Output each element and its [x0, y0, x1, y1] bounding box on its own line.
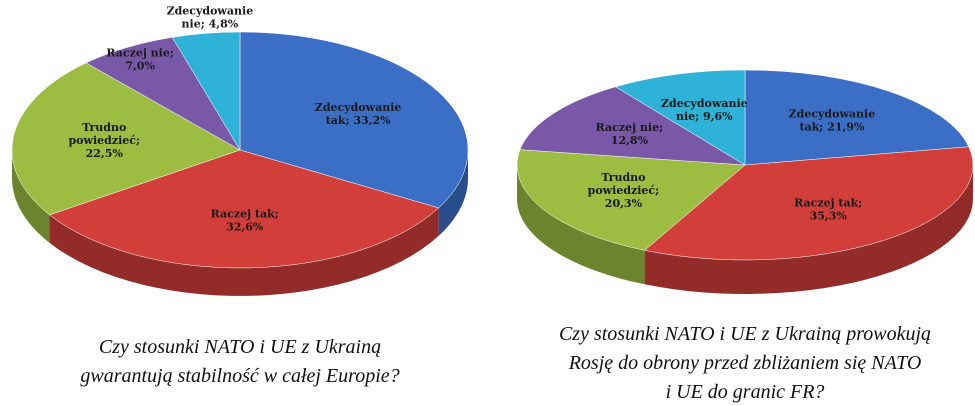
pie-chart: Zdecydowanie tak; 33,2% Raczej tak; 32,6% Tr… — [11, 4, 469, 387]
data-label: Zdecydowanie nie; 9,6% — [661, 97, 748, 123]
pie-slice — [519, 86, 746, 166]
pie-slice — [614, 69, 746, 166]
pie-side — [644, 165, 973, 294]
data-label: Trudno powiedzieć; 22,5% — [68, 121, 140, 160]
pie-slice — [11, 62, 241, 216]
data-label: Zdecydowanie tak; 21,9% — [789, 107, 876, 133]
pie-slice — [239, 31, 469, 209]
chart-title: Czy stosunki NATO i UE z Ukrainą gwarantu… — [80, 336, 399, 387]
chart-title: Czy stosunki NATO i UE z Ukrainą prowoku… — [559, 323, 931, 403]
data-label: Raczej nie; 12,8% — [596, 121, 664, 147]
data-label: Raczej tak; 32,6% — [211, 207, 279, 233]
pie-side — [49, 207, 439, 296]
data-label: Trudno powiedzieć; 20,3% — [588, 171, 660, 210]
pie-side — [12, 150, 50, 243]
data-label: Zdecydowanie nie; 4,8% — [167, 4, 254, 30]
pie-side — [438, 150, 468, 236]
pie-slice — [49, 149, 440, 269]
pie-side — [517, 165, 645, 285]
data-label: Raczej tak; 35,3% — [794, 197, 862, 223]
pie-slice — [171, 31, 241, 151]
pie-slice — [744, 69, 970, 166]
pie-chart: Zdecydowanie tak; 21,9% Raczej tak; 35,3% Tr… — [516, 69, 974, 403]
pie-slice — [644, 146, 974, 261]
data-label: Raczej nie; 7,0% — [106, 46, 174, 72]
pie-slice — [516, 149, 746, 251]
data-label: Zdecydowanie tak; 33,2% — [315, 101, 402, 127]
